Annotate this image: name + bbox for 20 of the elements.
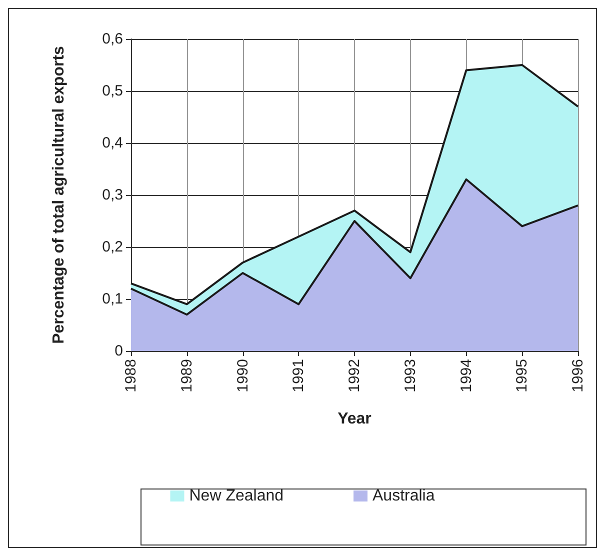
x-tick-label: 1991 — [290, 359, 308, 392]
legend-label: Australia — [372, 488, 435, 504]
y-tick-label: 0,2 — [102, 238, 123, 256]
x-tick-label: 1995 — [514, 359, 531, 392]
y-axis-title: Percentage of total agricultural exports — [50, 46, 68, 344]
y-tick-label: 0,1 — [102, 290, 123, 308]
x-tick-label: 1990 — [234, 359, 252, 392]
legend-label: New Zealand — [189, 488, 284, 504]
x-tick-label: 1994 — [458, 359, 475, 392]
y-tick-label: 0,3 — [102, 186, 123, 204]
y-tick-label: 0,5 — [102, 82, 123, 100]
x-tick-label: 1993 — [402, 359, 419, 392]
y-tick-label: 0,6 — [102, 30, 123, 48]
x-axis-title: Year — [338, 410, 372, 428]
x-tick-label: 1992 — [346, 359, 363, 392]
x-tick-label: 1988 — [122, 359, 140, 392]
x-tick-label: 1996 — [570, 359, 586, 392]
y-tick-label: 0 — [114, 342, 123, 360]
y-tick-label: 0,4 — [102, 134, 123, 152]
x-tick-label: 1989 — [178, 359, 196, 392]
